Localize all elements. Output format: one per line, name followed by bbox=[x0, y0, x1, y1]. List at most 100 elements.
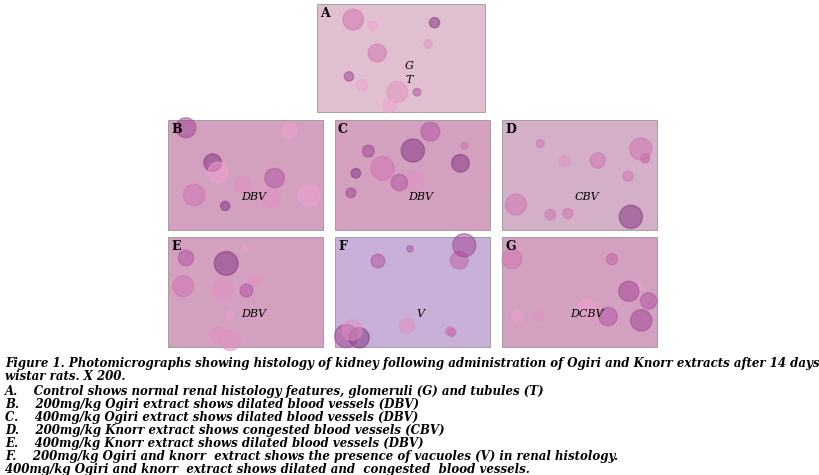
Bar bbox=[335, 237, 490, 347]
Circle shape bbox=[343, 10, 364, 30]
Text: B.    200mg/kg Ogiri extract shows dilated blood vessels (DBV): B. 200mg/kg Ogiri extract shows dilated … bbox=[5, 398, 419, 411]
Bar bbox=[335, 120, 490, 230]
Circle shape bbox=[173, 276, 193, 296]
Circle shape bbox=[387, 82, 408, 102]
Circle shape bbox=[210, 327, 225, 342]
Text: A.    Control shows normal renal histology features, glomeruli (G) and tubules (: A. Control shows normal renal histology … bbox=[5, 385, 545, 398]
Text: wistar rats. X 200.: wistar rats. X 200. bbox=[5, 370, 125, 383]
Text: G: G bbox=[405, 61, 414, 71]
Circle shape bbox=[640, 293, 657, 309]
Circle shape bbox=[453, 234, 476, 257]
Bar bbox=[168, 120, 323, 230]
Circle shape bbox=[179, 250, 193, 266]
Text: C.    400mg/kg Ogiri extract shows dilated blood vessels (DBV): C. 400mg/kg Ogiri extract shows dilated … bbox=[5, 411, 419, 424]
Text: E.    400mg/kg Knorr extract shows dilated blood vessels (DBV): E. 400mg/kg Knorr extract shows dilated … bbox=[5, 437, 423, 450]
Circle shape bbox=[369, 44, 387, 62]
Text: A: A bbox=[320, 7, 330, 20]
Circle shape bbox=[265, 168, 284, 188]
Circle shape bbox=[559, 156, 570, 167]
Circle shape bbox=[212, 280, 233, 301]
Text: E: E bbox=[171, 240, 180, 253]
Circle shape bbox=[534, 311, 544, 321]
Circle shape bbox=[226, 312, 234, 320]
Circle shape bbox=[369, 21, 378, 30]
Circle shape bbox=[371, 157, 394, 180]
Circle shape bbox=[451, 154, 469, 172]
Circle shape bbox=[640, 154, 649, 163]
Circle shape bbox=[208, 162, 228, 182]
Circle shape bbox=[401, 139, 424, 162]
Circle shape bbox=[371, 254, 385, 268]
Circle shape bbox=[631, 310, 652, 331]
Text: DBV: DBV bbox=[241, 309, 265, 319]
Circle shape bbox=[563, 209, 573, 218]
Circle shape bbox=[505, 194, 527, 215]
Circle shape bbox=[349, 328, 369, 348]
Circle shape bbox=[623, 171, 633, 181]
Text: G: G bbox=[505, 240, 516, 253]
Circle shape bbox=[335, 324, 358, 348]
Circle shape bbox=[235, 177, 251, 193]
Text: F: F bbox=[338, 240, 347, 253]
Text: T: T bbox=[405, 75, 413, 85]
Circle shape bbox=[356, 80, 368, 91]
Circle shape bbox=[351, 169, 360, 178]
Circle shape bbox=[429, 18, 440, 28]
Circle shape bbox=[446, 327, 455, 335]
Circle shape bbox=[400, 319, 414, 333]
Text: Figure 1. Photomicrographs showing histology of kidney following administration : Figure 1. Photomicrographs showing histo… bbox=[5, 357, 819, 370]
Circle shape bbox=[577, 300, 596, 319]
Circle shape bbox=[450, 251, 468, 269]
Text: DBV: DBV bbox=[241, 192, 265, 202]
Text: CBV: CBV bbox=[575, 192, 600, 202]
Text: D: D bbox=[505, 123, 516, 136]
Circle shape bbox=[590, 153, 605, 168]
Text: DCBV: DCBV bbox=[571, 309, 604, 319]
Text: DBV: DBV bbox=[408, 192, 432, 202]
Circle shape bbox=[183, 184, 205, 206]
Text: V: V bbox=[416, 309, 424, 319]
Circle shape bbox=[382, 99, 396, 113]
Circle shape bbox=[461, 142, 468, 149]
Circle shape bbox=[219, 330, 240, 351]
Bar bbox=[502, 237, 657, 347]
Circle shape bbox=[413, 88, 421, 96]
Circle shape bbox=[299, 185, 320, 207]
Text: F.    200mg/kg Ogiri and knorr  extract shows the presence of vacuoles (V) in re: F. 200mg/kg Ogiri and knorr extract show… bbox=[5, 450, 618, 463]
Text: B: B bbox=[171, 123, 182, 136]
Circle shape bbox=[630, 138, 652, 160]
Circle shape bbox=[545, 209, 555, 220]
Text: C: C bbox=[338, 123, 348, 136]
Bar bbox=[317, 4, 485, 112]
Text: D.    200mg/kg Knorr extract shows congested blood vessels (CBV): D. 200mg/kg Knorr extract shows congeste… bbox=[5, 424, 445, 437]
Circle shape bbox=[599, 307, 618, 326]
Circle shape bbox=[391, 174, 408, 191]
Circle shape bbox=[204, 154, 221, 171]
Circle shape bbox=[283, 124, 297, 138]
Circle shape bbox=[407, 246, 413, 252]
Circle shape bbox=[176, 118, 196, 138]
Circle shape bbox=[346, 188, 355, 198]
Circle shape bbox=[363, 145, 374, 157]
Circle shape bbox=[632, 282, 641, 291]
Bar bbox=[502, 120, 657, 230]
Circle shape bbox=[344, 72, 354, 81]
Text: 400mg/kg Ogiri and knorr  extract shows dilated and  congested  blood vessels.: 400mg/kg Ogiri and knorr extract shows d… bbox=[5, 463, 530, 475]
Circle shape bbox=[248, 276, 260, 287]
Bar bbox=[168, 237, 323, 347]
Circle shape bbox=[242, 246, 248, 252]
Circle shape bbox=[261, 189, 280, 208]
Circle shape bbox=[618, 281, 639, 301]
Circle shape bbox=[424, 40, 432, 48]
Circle shape bbox=[512, 311, 523, 322]
Circle shape bbox=[606, 254, 618, 265]
Circle shape bbox=[220, 201, 230, 210]
Circle shape bbox=[502, 249, 522, 268]
Circle shape bbox=[405, 171, 423, 191]
Circle shape bbox=[536, 140, 544, 147]
Circle shape bbox=[448, 328, 455, 336]
Circle shape bbox=[342, 320, 362, 340]
Circle shape bbox=[240, 284, 253, 297]
Circle shape bbox=[619, 205, 642, 228]
Circle shape bbox=[215, 251, 238, 276]
